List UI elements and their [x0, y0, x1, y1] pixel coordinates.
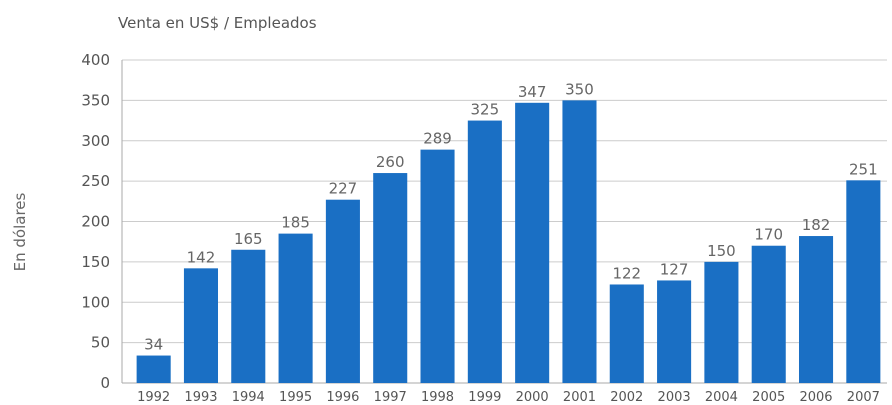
x-tick-label: 2001 [563, 390, 596, 405]
bar-value-label: 251 [849, 160, 878, 178]
bar-value-labels: 34 142 165 185 227 260 289 325 347 350 122 127 150 17… [144, 80, 878, 353]
bar [751, 245, 786, 383]
x-tick-label: 1999 [468, 390, 501, 405]
bar-value-label: 350 [565, 80, 594, 98]
bar [325, 199, 360, 383]
y-tick-label: 150 [81, 253, 110, 271]
bar-value-label: 150 [707, 242, 736, 260]
x-tick-label: 2003 [658, 390, 691, 405]
x-tick-label: 1994 [232, 390, 265, 405]
bar-value-label: 347 [518, 83, 547, 101]
bar [515, 102, 550, 384]
bar [278, 233, 313, 383]
x-tick-label: 2005 [752, 390, 785, 405]
y-axis-label: En dólares [11, 192, 29, 271]
x-axis-ticks: 1992 1993 1994 1995 1996 1997 1998 1999 2000 2001… [137, 390, 880, 405]
bar-value-label: 182 [802, 216, 831, 234]
y-axis-ticks: 0 50 100 150 200 250 300 350 400 [81, 51, 110, 392]
bar-value-label: 185 [281, 214, 310, 232]
bar-value-label: 325 [471, 101, 500, 119]
bar [373, 173, 408, 383]
bar-value-label: 289 [423, 130, 452, 148]
bar-value-label: 170 [754, 226, 783, 244]
bar-value-label: 227 [329, 180, 358, 198]
bar [231, 249, 266, 383]
bar [704, 261, 739, 383]
x-tick-label: 2006 [799, 390, 832, 405]
chart-title: Venta en US$ / Empleados [118, 14, 317, 32]
x-tick-label: 1998 [421, 390, 454, 405]
bar-value-label: 260 [376, 153, 405, 171]
x-tick-label: 1997 [374, 390, 407, 405]
bar-value-label: 142 [187, 248, 216, 266]
bar-value-label: 122 [612, 264, 641, 282]
x-tick-label: 1992 [137, 390, 170, 405]
y-tick-label: 50 [91, 334, 110, 352]
x-tick-label: 2007 [847, 390, 880, 405]
y-tick-label: 100 [81, 293, 110, 311]
bar [467, 120, 502, 383]
bars [136, 100, 881, 384]
bar [846, 180, 881, 383]
y-tick-label: 200 [81, 213, 110, 231]
bar [420, 149, 455, 383]
x-tick-label: 2004 [705, 390, 738, 405]
y-tick-label: 400 [81, 51, 110, 69]
x-tick-label: 2000 [516, 390, 549, 405]
y-tick-label: 250 [81, 172, 110, 190]
bar-value-label: 165 [234, 230, 263, 248]
bar [798, 236, 834, 383]
bar-value-label: 34 [144, 336, 163, 354]
y-tick-label: 0 [100, 374, 110, 392]
bar [183, 268, 219, 383]
bar [136, 355, 171, 383]
x-tick-label: 1995 [279, 390, 312, 405]
x-tick-label: 1993 [184, 390, 217, 405]
y-tick-label: 350 [81, 91, 110, 109]
x-tick-label: 2002 [610, 390, 643, 405]
x-tick-label: 1996 [326, 390, 359, 405]
bar [562, 100, 597, 383]
bar [657, 280, 692, 383]
bar [609, 284, 644, 383]
y-tick-label: 300 [81, 132, 110, 150]
bar-value-label: 127 [660, 260, 689, 278]
